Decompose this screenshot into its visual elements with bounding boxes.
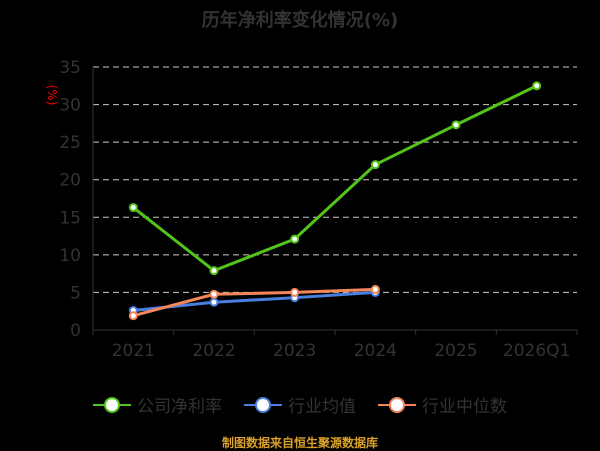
- data-point: [290, 287, 300, 297]
- y-tick-label: 30: [59, 96, 81, 116]
- legend-marker-icon: [378, 396, 416, 413]
- legend-label: 行业中位数: [422, 397, 507, 417]
- y-tick-label: 15: [59, 208, 81, 228]
- y-axis-label: (%): [45, 85, 59, 106]
- legend-item[interactable]: 公司净利率: [93, 392, 222, 417]
- y-tick-label: 5: [70, 283, 81, 303]
- data-point: [209, 289, 219, 299]
- x-tick-label: 2026Q1: [503, 341, 570, 361]
- legend-label: 行业均值: [288, 397, 356, 417]
- legend-marker-icon: [93, 396, 131, 413]
- legend-label: 公司净利率: [137, 397, 222, 417]
- series-line: [133, 290, 376, 312]
- series-line: [132, 84, 538, 273]
- data-point: [290, 234, 300, 244]
- source-note: 制图数据来自恒生聚源数据库: [221, 436, 378, 450]
- x-tick-label: 2024: [354, 341, 397, 361]
- series-line: [132, 287, 376, 318]
- data-point: [128, 203, 138, 213]
- chart-title: 历年净利率变化情况(%): [201, 10, 399, 31]
- legend-item[interactable]: 行业均值: [244, 392, 356, 417]
- data-point: [370, 284, 380, 294]
- x-tick-label: 2025: [434, 341, 477, 361]
- data-point: [209, 297, 219, 307]
- x-tick-label: 2023: [273, 341, 316, 361]
- legend: 公司净利率 行业均值 行业中位数: [0, 392, 600, 417]
- legend-marker-icon: [244, 396, 282, 413]
- data-point: [128, 311, 138, 321]
- y-tick-label: 20: [59, 171, 81, 191]
- data-point: [209, 266, 219, 276]
- data-point: [370, 160, 380, 170]
- x-tick-label: 2022: [192, 341, 235, 361]
- y-tick-label: 35: [59, 58, 81, 78]
- legend-item[interactable]: 行业中位数: [378, 392, 507, 417]
- data-point: [532, 81, 542, 91]
- y-tick-label: 10: [59, 246, 81, 266]
- y-tick-label: 0: [70, 321, 81, 341]
- x-tick-label: 2021: [112, 341, 155, 361]
- data-point: [451, 120, 461, 130]
- y-tick-label: 25: [59, 133, 81, 153]
